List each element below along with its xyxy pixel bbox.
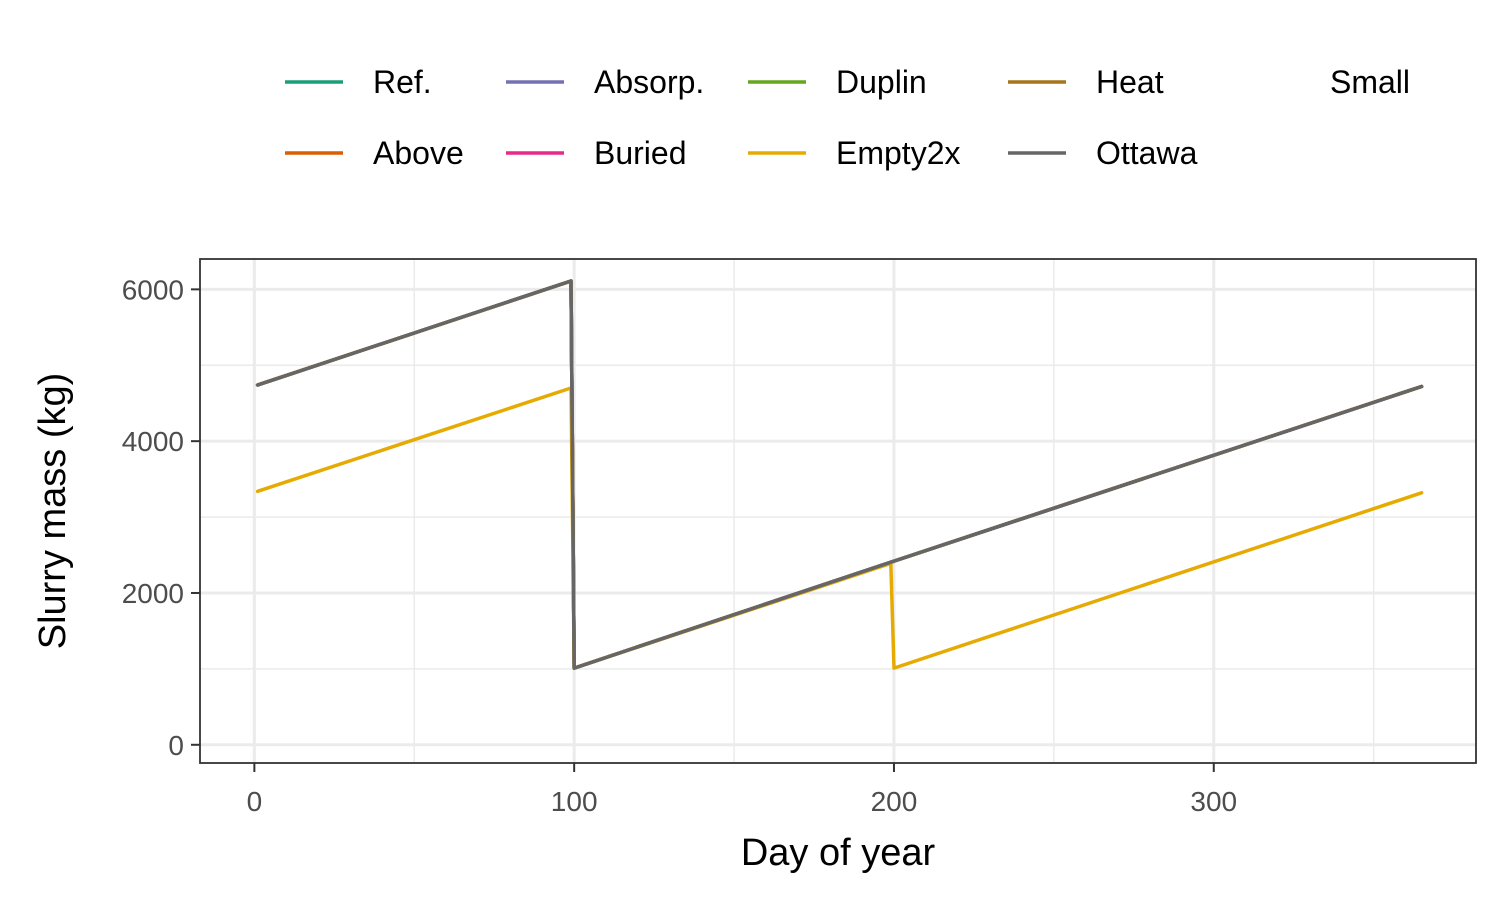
legend-label-buried: Buried bbox=[594, 135, 687, 171]
series-line-above bbox=[255, 279, 1424, 670]
series-line-empty2x bbox=[255, 386, 1424, 670]
y-tick-label: 2000 bbox=[122, 578, 184, 609]
y-tick-label: 6000 bbox=[122, 274, 184, 305]
series-line-ottawa bbox=[255, 279, 1424, 670]
y-tick-label: 0 bbox=[168, 730, 184, 761]
legend-item-duplin: Duplin bbox=[748, 64, 927, 100]
x-tick-label: 100 bbox=[551, 786, 598, 817]
legend-label-empty2x: Empty2x bbox=[836, 135, 960, 171]
series-line-duplin bbox=[255, 279, 1424, 670]
legend-item-buried: Buried bbox=[506, 135, 687, 171]
y-tick-label: 4000 bbox=[122, 426, 184, 457]
x-tick-label: 200 bbox=[871, 786, 918, 817]
grid bbox=[200, 259, 1476, 763]
legend-label-duplin: Duplin bbox=[836, 64, 927, 100]
legend-item-small: Small bbox=[1330, 64, 1410, 100]
x-axis: 0 100 200 300 bbox=[247, 763, 1237, 817]
legend-item-empty2x: Empty2x bbox=[748, 135, 960, 171]
legend-label-heat: Heat bbox=[1096, 64, 1164, 100]
x-tick-label: 300 bbox=[1190, 786, 1237, 817]
series-line-heat bbox=[255, 279, 1424, 670]
legend-item-above: Above bbox=[285, 135, 464, 171]
series-line-buried bbox=[255, 279, 1424, 670]
plot-panel bbox=[199, 258, 1477, 764]
legend-item-heat: Heat bbox=[1008, 64, 1164, 100]
y-axis: 0 2000 4000 6000 bbox=[122, 274, 200, 761]
legend-label-absorp: Absorp. bbox=[594, 64, 704, 100]
x-tick-label: 0 bbox=[247, 786, 263, 817]
series-line-ref bbox=[255, 279, 1424, 670]
series-line-absorp bbox=[255, 279, 1424, 670]
y-axis-title: Slurry mass (kg) bbox=[32, 373, 74, 650]
legend-item-ref: Ref. bbox=[285, 64, 432, 100]
legend-label-small: Small bbox=[1330, 64, 1410, 100]
legend-item-ottawa: Ottawa bbox=[1008, 135, 1198, 171]
legend: Ref. Above Absorp. Buried Duplin Empty2x Heat O… bbox=[285, 64, 1410, 171]
series-lines bbox=[255, 279, 1424, 670]
legend-label-ref: Ref. bbox=[373, 64, 432, 100]
legend-label-above: Above bbox=[373, 135, 464, 171]
x-axis-title: Day of year bbox=[741, 832, 936, 874]
legend-label-ottawa: Ottawa bbox=[1096, 135, 1198, 171]
legend-item-absorp: Absorp. bbox=[506, 64, 704, 100]
